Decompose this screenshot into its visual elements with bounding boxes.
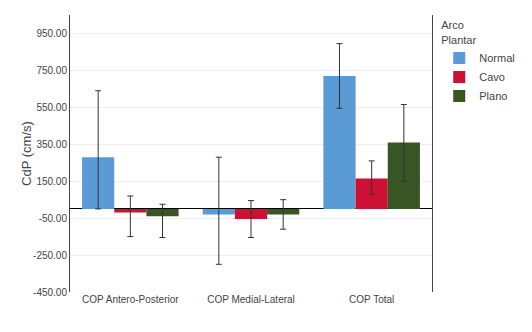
svg-text:CdP (cm/s): CdP (cm/s) — [19, 121, 34, 186]
svg-text:150.00: 150.00 — [36, 176, 67, 187]
svg-text:Plano: Plano — [479, 90, 507, 102]
svg-text:750.00: 750.00 — [36, 65, 67, 76]
svg-text:550.00: 550.00 — [36, 102, 67, 113]
svg-text:COP Total: COP Total — [349, 294, 394, 305]
svg-text:COP Antero-Posterior: COP Antero-Posterior — [82, 294, 179, 305]
svg-text:350.00: 350.00 — [36, 139, 67, 150]
svg-text:COP Medial-Lateral: COP Medial-Lateral — [207, 294, 295, 305]
svg-text:ArcoPlantar: ArcoPlantar — [441, 19, 476, 45]
svg-text:-250.00: -250.00 — [33, 250, 67, 261]
svg-text:Normal: Normal — [479, 52, 514, 64]
svg-text:950.00: 950.00 — [36, 28, 67, 39]
svg-text:Cavo: Cavo — [479, 71, 505, 83]
svg-text:-450.00: -450.00 — [33, 287, 67, 298]
svg-text:-50.00: -50.00 — [39, 213, 68, 224]
